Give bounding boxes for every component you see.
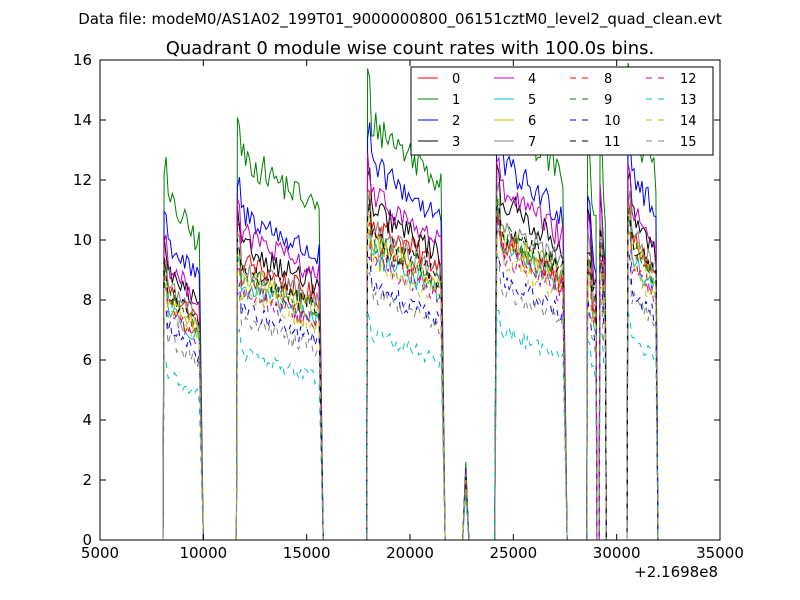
y-tick-label: 8 — [82, 291, 92, 309]
x-tick-label: 20000 — [386, 544, 434, 562]
legend-label-15: 15 — [680, 135, 697, 150]
x-tick-label: 35000 — [696, 544, 744, 562]
legend-label-3: 3 — [452, 135, 460, 150]
legend-box — [410, 66, 714, 156]
chart-title: Quadrant 0 module wise count rates with … — [166, 38, 655, 59]
legend-label-0: 0 — [452, 72, 460, 87]
legend-label-14: 14 — [680, 114, 697, 129]
x-tick-label: 15000 — [283, 544, 331, 562]
legend-label-2: 2 — [452, 114, 460, 129]
legend-label-5: 5 — [528, 93, 536, 108]
series-layer — [162, 62, 659, 540]
legend-label-12: 12 — [680, 72, 697, 87]
legend-label-13: 13 — [680, 93, 697, 108]
y-tick-label: 16 — [73, 51, 92, 69]
y-tick-label: 6 — [82, 351, 92, 369]
x-tick-label: 5000 — [81, 544, 119, 562]
legend-label-11: 11 — [604, 135, 621, 150]
axis-ticks: 5000 10000 15000 20000 25000 30000 35000 0 2 4 6 8 1… — [73, 51, 744, 562]
series-line-9 — [162, 194, 659, 540]
legend-label-4: 4 — [528, 72, 536, 87]
figure-suptitle: Data file: modeM0/AS1A02_199T01_90000008… — [78, 10, 722, 29]
y-tick-label: 10 — [73, 231, 92, 249]
legend-label-1: 1 — [452, 93, 460, 108]
series-line-15 — [162, 253, 659, 540]
legend-label-8: 8 — [604, 72, 612, 87]
y-tick-label: 4 — [82, 411, 92, 429]
y-tick-label: 12 — [73, 171, 92, 189]
y-tick-label: 0 — [82, 531, 92, 549]
x-tick-label: 30000 — [593, 544, 641, 562]
y-tick-label: 2 — [82, 471, 92, 489]
series-line-10 — [162, 248, 659, 540]
series-line-13 — [162, 309, 659, 540]
x-tick-label: 10000 — [179, 544, 227, 562]
series-line-12 — [162, 219, 659, 540]
y-tick-label: 14 — [73, 111, 92, 129]
x-axis-offset-label: +2.1698e8 — [634, 563, 718, 581]
legend-label-9: 9 — [604, 93, 612, 108]
legend-label-10: 10 — [604, 114, 621, 129]
x-tick-label: 25000 — [489, 544, 537, 562]
legend-label-6: 6 — [528, 114, 536, 129]
legend-label-7: 7 — [528, 135, 536, 150]
